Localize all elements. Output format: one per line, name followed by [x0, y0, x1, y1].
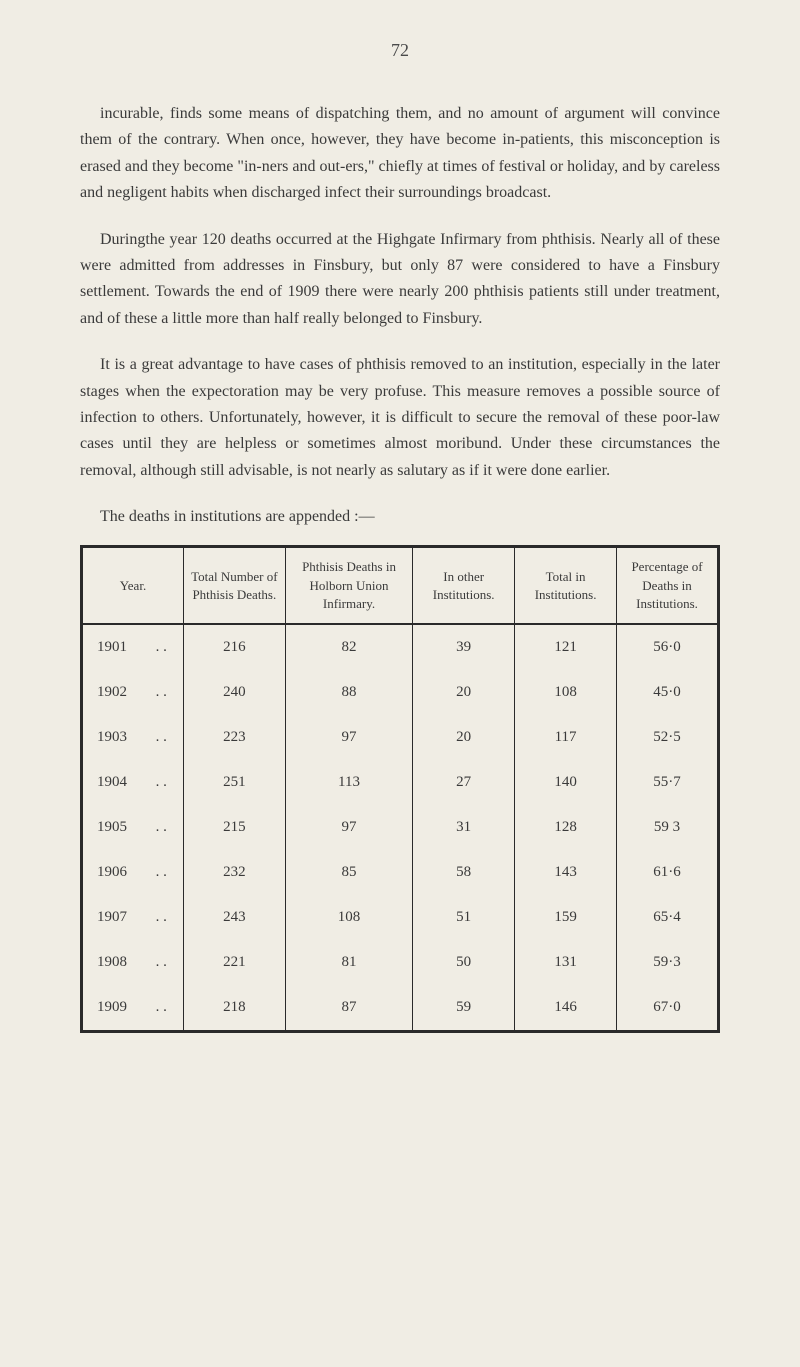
cell-total_deaths: 251	[183, 760, 285, 805]
cell-other: 58	[413, 850, 515, 895]
cell-holborn: 113	[285, 760, 412, 805]
cell-pct: 45·0	[617, 670, 719, 715]
cell-pct: 59·3	[617, 940, 719, 985]
cell-pct: 52·5	[617, 715, 719, 760]
cell-holborn: 97	[285, 805, 412, 850]
cell-pct: 56·0	[617, 624, 719, 670]
header-total-deaths: Total Number of Phthisis Deaths.	[183, 547, 285, 624]
table-row: 1908. .221815013159·3	[82, 940, 719, 985]
cell-total_inst: 146	[515, 985, 617, 1032]
cell-total_inst: 108	[515, 670, 617, 715]
cell-year: 1909. .	[82, 985, 184, 1032]
cell-total_inst: 128	[515, 805, 617, 850]
table-row: 1905. .215973112859 3	[82, 805, 719, 850]
cell-total_inst: 159	[515, 895, 617, 940]
cell-other: 39	[413, 624, 515, 670]
paragraph-3: It is a great advantage to have cases of…	[80, 352, 720, 484]
cell-total_deaths: 240	[183, 670, 285, 715]
header-pct: Percentage of Deaths in Institutions.	[617, 547, 719, 624]
cell-holborn: 82	[285, 624, 412, 670]
cell-year: 1908. .	[82, 940, 184, 985]
cell-total_inst: 143	[515, 850, 617, 895]
cell-holborn: 81	[285, 940, 412, 985]
cell-total_inst: 117	[515, 715, 617, 760]
table-row: 1909. .218875914667·0	[82, 985, 719, 1032]
cell-total_deaths: 216	[183, 624, 285, 670]
cell-other: 20	[413, 670, 515, 715]
cell-other: 20	[413, 715, 515, 760]
header-other: In other Institutions.	[413, 547, 515, 624]
cell-total_inst: 131	[515, 940, 617, 985]
header-year: Year.	[82, 547, 184, 624]
cell-other: 31	[413, 805, 515, 850]
cell-pct: 67·0	[617, 985, 719, 1032]
table-row: 1901. .216823912156·0	[82, 624, 719, 670]
cell-holborn: 85	[285, 850, 412, 895]
table-row: 1902. .240882010845·0	[82, 670, 719, 715]
header-holborn: Phthisis Deaths in Holborn Union Infirma…	[285, 547, 412, 624]
cell-total_deaths: 221	[183, 940, 285, 985]
cell-other: 51	[413, 895, 515, 940]
cell-total_deaths: 218	[183, 985, 285, 1032]
cell-holborn: 108	[285, 895, 412, 940]
table-row: 1907. .2431085115965·4	[82, 895, 719, 940]
cell-pct: 65·4	[617, 895, 719, 940]
paragraph-1: incurable, finds some means of dispatchi…	[80, 101, 720, 207]
cell-total_inst: 140	[515, 760, 617, 805]
page-number: 72	[80, 40, 720, 61]
cell-total_inst: 121	[515, 624, 617, 670]
table-intro: The deaths in institutions are appended …	[80, 504, 720, 530]
paragraph-2: Duringthe year 120 deaths occurred at th…	[80, 227, 720, 333]
cell-total_deaths: 243	[183, 895, 285, 940]
cell-other: 27	[413, 760, 515, 805]
cell-total_deaths: 232	[183, 850, 285, 895]
cell-total_deaths: 223	[183, 715, 285, 760]
cell-year: 1905. .	[82, 805, 184, 850]
table-row: 1906. .232855814361·6	[82, 850, 719, 895]
cell-holborn: 88	[285, 670, 412, 715]
table-body: 1901. .216823912156·01902. .240882010845…	[82, 624, 719, 1032]
cell-year: 1907. .	[82, 895, 184, 940]
cell-year: 1902. .	[82, 670, 184, 715]
cell-year: 1906. .	[82, 850, 184, 895]
table-row: 1903. .223972011752·5	[82, 715, 719, 760]
table-header-row: Year. Total Number of Phthisis Deaths. P…	[82, 547, 719, 624]
cell-holborn: 87	[285, 985, 412, 1032]
cell-year: 1903. .	[82, 715, 184, 760]
cell-pct: 61·6	[617, 850, 719, 895]
cell-total_deaths: 215	[183, 805, 285, 850]
cell-other: 59	[413, 985, 515, 1032]
cell-pct: 59 3	[617, 805, 719, 850]
cell-pct: 55·7	[617, 760, 719, 805]
cell-holborn: 97	[285, 715, 412, 760]
table-row: 1904. .2511132714055·7	[82, 760, 719, 805]
document-page: 72 incurable, finds some means of dispat…	[0, 0, 800, 1367]
cell-other: 50	[413, 940, 515, 985]
deaths-institutions-table: Year. Total Number of Phthisis Deaths. P…	[80, 545, 720, 1033]
cell-year: 1901. .	[82, 624, 184, 670]
cell-year: 1904. .	[82, 760, 184, 805]
header-total-inst: Total in Institutions.	[515, 547, 617, 624]
